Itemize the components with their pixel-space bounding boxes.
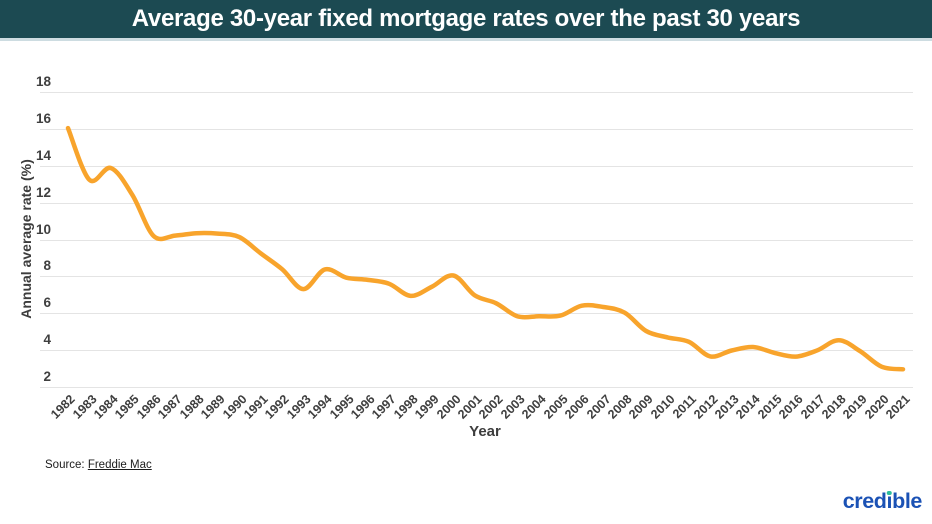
gridline-y-18 [40,92,913,93]
gridline-y-12 [40,202,913,204]
gridline-y-8 [40,276,913,278]
source-label: Source: [45,459,88,471]
y-tick-label-2: 2 [43,369,51,384]
y-tick-label-6: 6 [43,295,51,311]
y-tick-label-8: 8 [43,258,51,274]
gridline-y-6 [40,313,913,315]
source-attribution: Source: Freddie Mac [45,459,152,471]
y-tick-label-14: 14 [35,147,51,163]
source-link-freddie-mac[interactable]: Freddie Mac [87,459,152,471]
chart-title: Average 30-year fixed mortgage rates ove… [131,5,801,32]
logo-letter-i: ı [886,489,893,513]
y-tick-label-12: 12 [35,184,51,200]
x-axis-title: Year [469,423,501,440]
gridline-y-10 [40,239,913,241]
y-tick-label-18: 18 [35,74,51,89]
gridline-y-14 [40,165,913,167]
mortgage-rate-line [65,125,906,372]
gridline-y-4 [40,350,913,352]
chart-title-bar: Average 30-year fixed mortgage rates ove… [0,0,932,41]
logo-text-post: ble [892,489,922,513]
gridline-y-16 [40,128,913,130]
logo-green-dot [887,490,892,495]
y-tick-label-10: 10 [35,221,51,237]
gridline-y-2 [40,387,913,388]
y-tick-label-4: 4 [43,332,51,348]
credible-logo: cred ıble [842,489,923,514]
logo-text-pre: cred [842,489,887,513]
y-tick-label-16: 16 [35,110,51,126]
x-tick-label-2021: 2021 [883,392,913,422]
